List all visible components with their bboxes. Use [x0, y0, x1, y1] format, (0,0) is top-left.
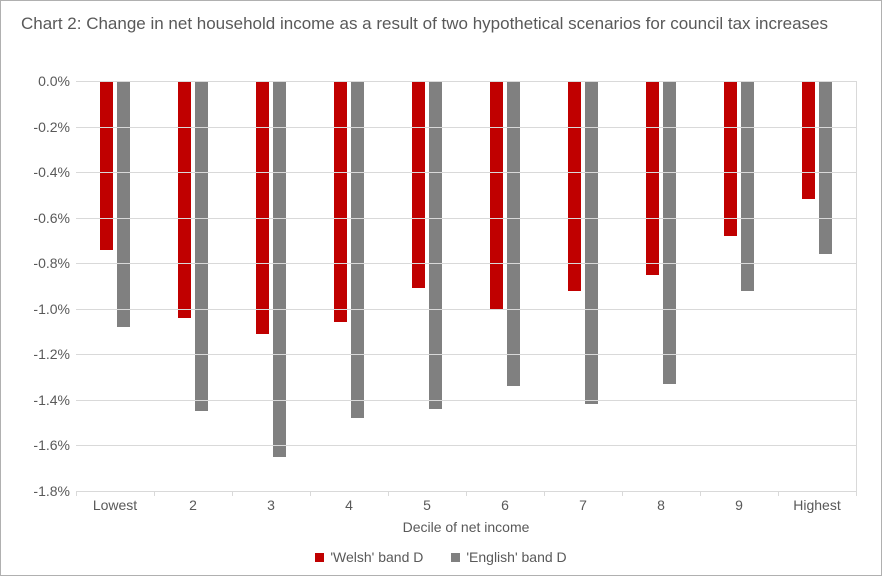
y-tick-label: -0.4%	[10, 164, 76, 180]
x-tick	[856, 491, 857, 496]
bar	[585, 81, 598, 404]
x-tick-label: 3	[232, 491, 310, 513]
x-axis-title: Decile of net income	[76, 519, 856, 535]
gridline	[76, 445, 856, 446]
bar	[646, 81, 659, 275]
gridline	[76, 218, 856, 219]
bar	[568, 81, 581, 291]
bars-layer	[76, 81, 856, 491]
y-tick-label: -1.2%	[10, 346, 76, 362]
y-tick-label: -1.0%	[10, 301, 76, 317]
legend-label: 'English' band D	[466, 549, 566, 565]
chart-container: Chart 2: Change in net household income …	[0, 0, 882, 576]
x-tick-label: Lowest	[76, 491, 154, 513]
y-tick-label: -1.8%	[10, 483, 76, 499]
bar	[334, 81, 347, 322]
x-tick-label: 6	[466, 491, 544, 513]
bar	[429, 81, 442, 409]
gridline	[76, 172, 856, 173]
legend-swatch	[315, 553, 324, 562]
bar	[412, 81, 425, 288]
bar	[724, 81, 737, 236]
y-tick-label: -1.4%	[10, 392, 76, 408]
bar	[117, 81, 130, 327]
gridline	[76, 354, 856, 355]
gridline	[76, 263, 856, 264]
x-tick-label: 8	[622, 491, 700, 513]
bar	[802, 81, 815, 199]
y-tick-label: -1.6%	[10, 437, 76, 453]
bar	[819, 81, 832, 254]
gridline	[76, 81, 856, 82]
y-tick-label: 0.0%	[10, 73, 76, 89]
bar	[351, 81, 364, 418]
bar	[490, 81, 503, 309]
x-tick-label: 4	[310, 491, 388, 513]
legend-swatch	[451, 553, 460, 562]
x-tick-label: 2	[154, 491, 232, 513]
y-tick-label: -0.2%	[10, 119, 76, 135]
legend-item: 'Welsh' band D	[315, 549, 423, 565]
legend-item: 'English' band D	[451, 549, 566, 565]
plot-area: Decile of net income 0.0%-0.2%-0.4%-0.6%…	[76, 81, 857, 492]
x-tick-label: Highest	[778, 491, 856, 513]
bar	[741, 81, 754, 291]
bar	[256, 81, 269, 334]
x-tick-label: 7	[544, 491, 622, 513]
x-tick-label: 9	[700, 491, 778, 513]
bar	[100, 81, 113, 250]
legend-label: 'Welsh' band D	[330, 549, 423, 565]
legend: 'Welsh' band D 'English' band D	[1, 549, 881, 566]
y-tick-label: -0.8%	[10, 255, 76, 271]
bar	[195, 81, 208, 411]
gridline	[76, 400, 856, 401]
y-tick-label: -0.6%	[10, 210, 76, 226]
gridline	[76, 309, 856, 310]
x-tick-label: 5	[388, 491, 466, 513]
chart-title: Chart 2: Change in net household income …	[21, 13, 841, 36]
bar	[178, 81, 191, 318]
gridline	[76, 127, 856, 128]
